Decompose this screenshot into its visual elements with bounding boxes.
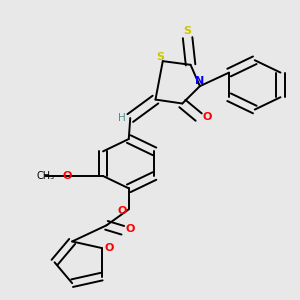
Text: N: N (195, 76, 205, 86)
Text: O: O (126, 224, 135, 234)
Text: H: H (118, 113, 126, 123)
Text: O: O (202, 112, 212, 122)
Text: O: O (118, 206, 127, 216)
Text: O: O (104, 243, 114, 253)
Text: S: S (156, 52, 164, 62)
Text: O: O (62, 171, 71, 181)
Text: CH₃: CH₃ (36, 171, 54, 181)
Text: S: S (184, 26, 192, 36)
